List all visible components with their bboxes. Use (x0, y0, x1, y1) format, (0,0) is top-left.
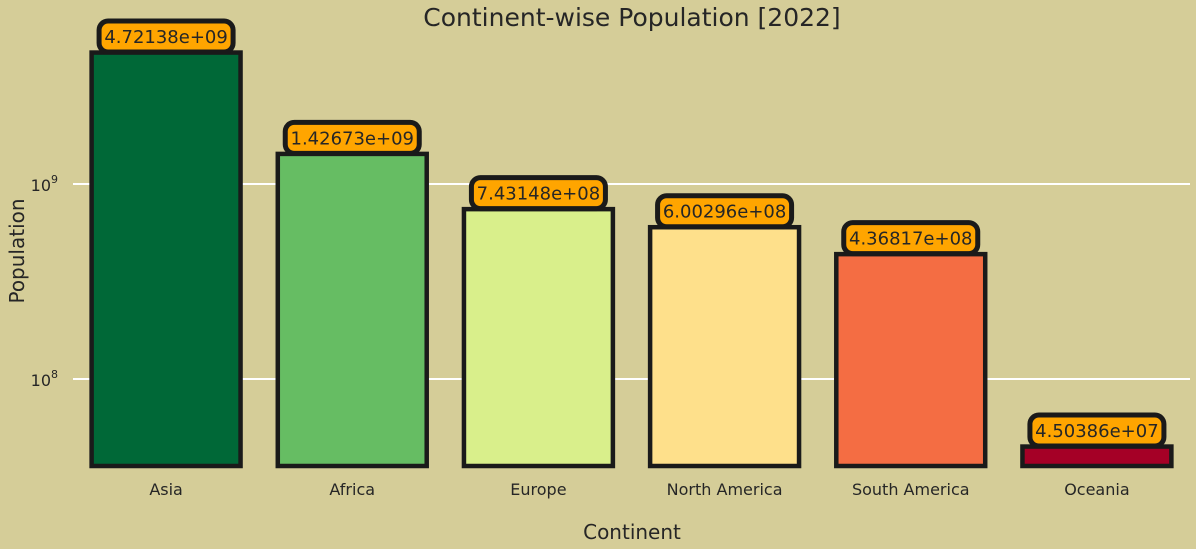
grid-lines (73, 183, 1190, 380)
x-tick-label-africa: Africa (329, 480, 375, 499)
x-tick-label-europe: Europe (510, 480, 566, 499)
bar-oceania (1020, 444, 1174, 469)
x-tick-label-south-america: South America (852, 480, 970, 499)
bar-africa (275, 151, 429, 469)
data-label-europe: 7.43148e+08 (468, 175, 608, 212)
data-label-box (1027, 412, 1167, 449)
chart-title: Continent-wise Population [2022] (423, 3, 840, 32)
y-tick-label-1e8: 108 (31, 368, 58, 390)
data-label-box (655, 193, 795, 230)
y-axis-label: Population (5, 198, 29, 303)
bar-europe (461, 206, 616, 469)
data-label-box (282, 119, 422, 156)
bars (89, 50, 1174, 469)
bar-asia (89, 50, 243, 469)
data-label-text: 4.36817e+08 (849, 229, 973, 250)
data-label-text: 4.72138e+09 (104, 27, 228, 48)
data-label-text: 6.00296e+08 (663, 202, 787, 223)
data-label-asia: 4.72138e+09 (96, 18, 236, 55)
x-tick-labels: Asia Africa Europe North America South Ameri… (149, 480, 1129, 499)
y-tick-label-1e9: 109 (31, 173, 58, 195)
data-label-text: 4.50386e+07 (1035, 421, 1159, 442)
y-tick-labels: 108 109 (31, 173, 58, 390)
data-label-oceania: 4.50386e+07 (1027, 412, 1167, 449)
bar-south-america (834, 251, 988, 469)
data-label-africa: 1.42673e+09 (282, 119, 422, 156)
data-label-box (96, 18, 236, 55)
x-tick-label-asia: Asia (149, 480, 183, 499)
x-tick-label-oceania: Oceania (1064, 480, 1129, 499)
x-axis-label: Continent (583, 520, 681, 544)
data-label-box (841, 220, 981, 257)
x-tick-label-north-america: North America (667, 480, 783, 499)
data-label-south-america: 4.36817e+08 (841, 220, 981, 257)
data-label-north-america: 6.00296e+08 (655, 193, 795, 230)
data-label-box (468, 175, 608, 212)
data-label-text: 7.43148e+08 (477, 184, 601, 205)
bar-north-america (647, 224, 802, 469)
data-labels: 4.72138e+09 1.42673e+09 7.43148e+08 6.00296… (96, 18, 1167, 449)
data-label-text: 1.42673e+09 (291, 128, 415, 149)
